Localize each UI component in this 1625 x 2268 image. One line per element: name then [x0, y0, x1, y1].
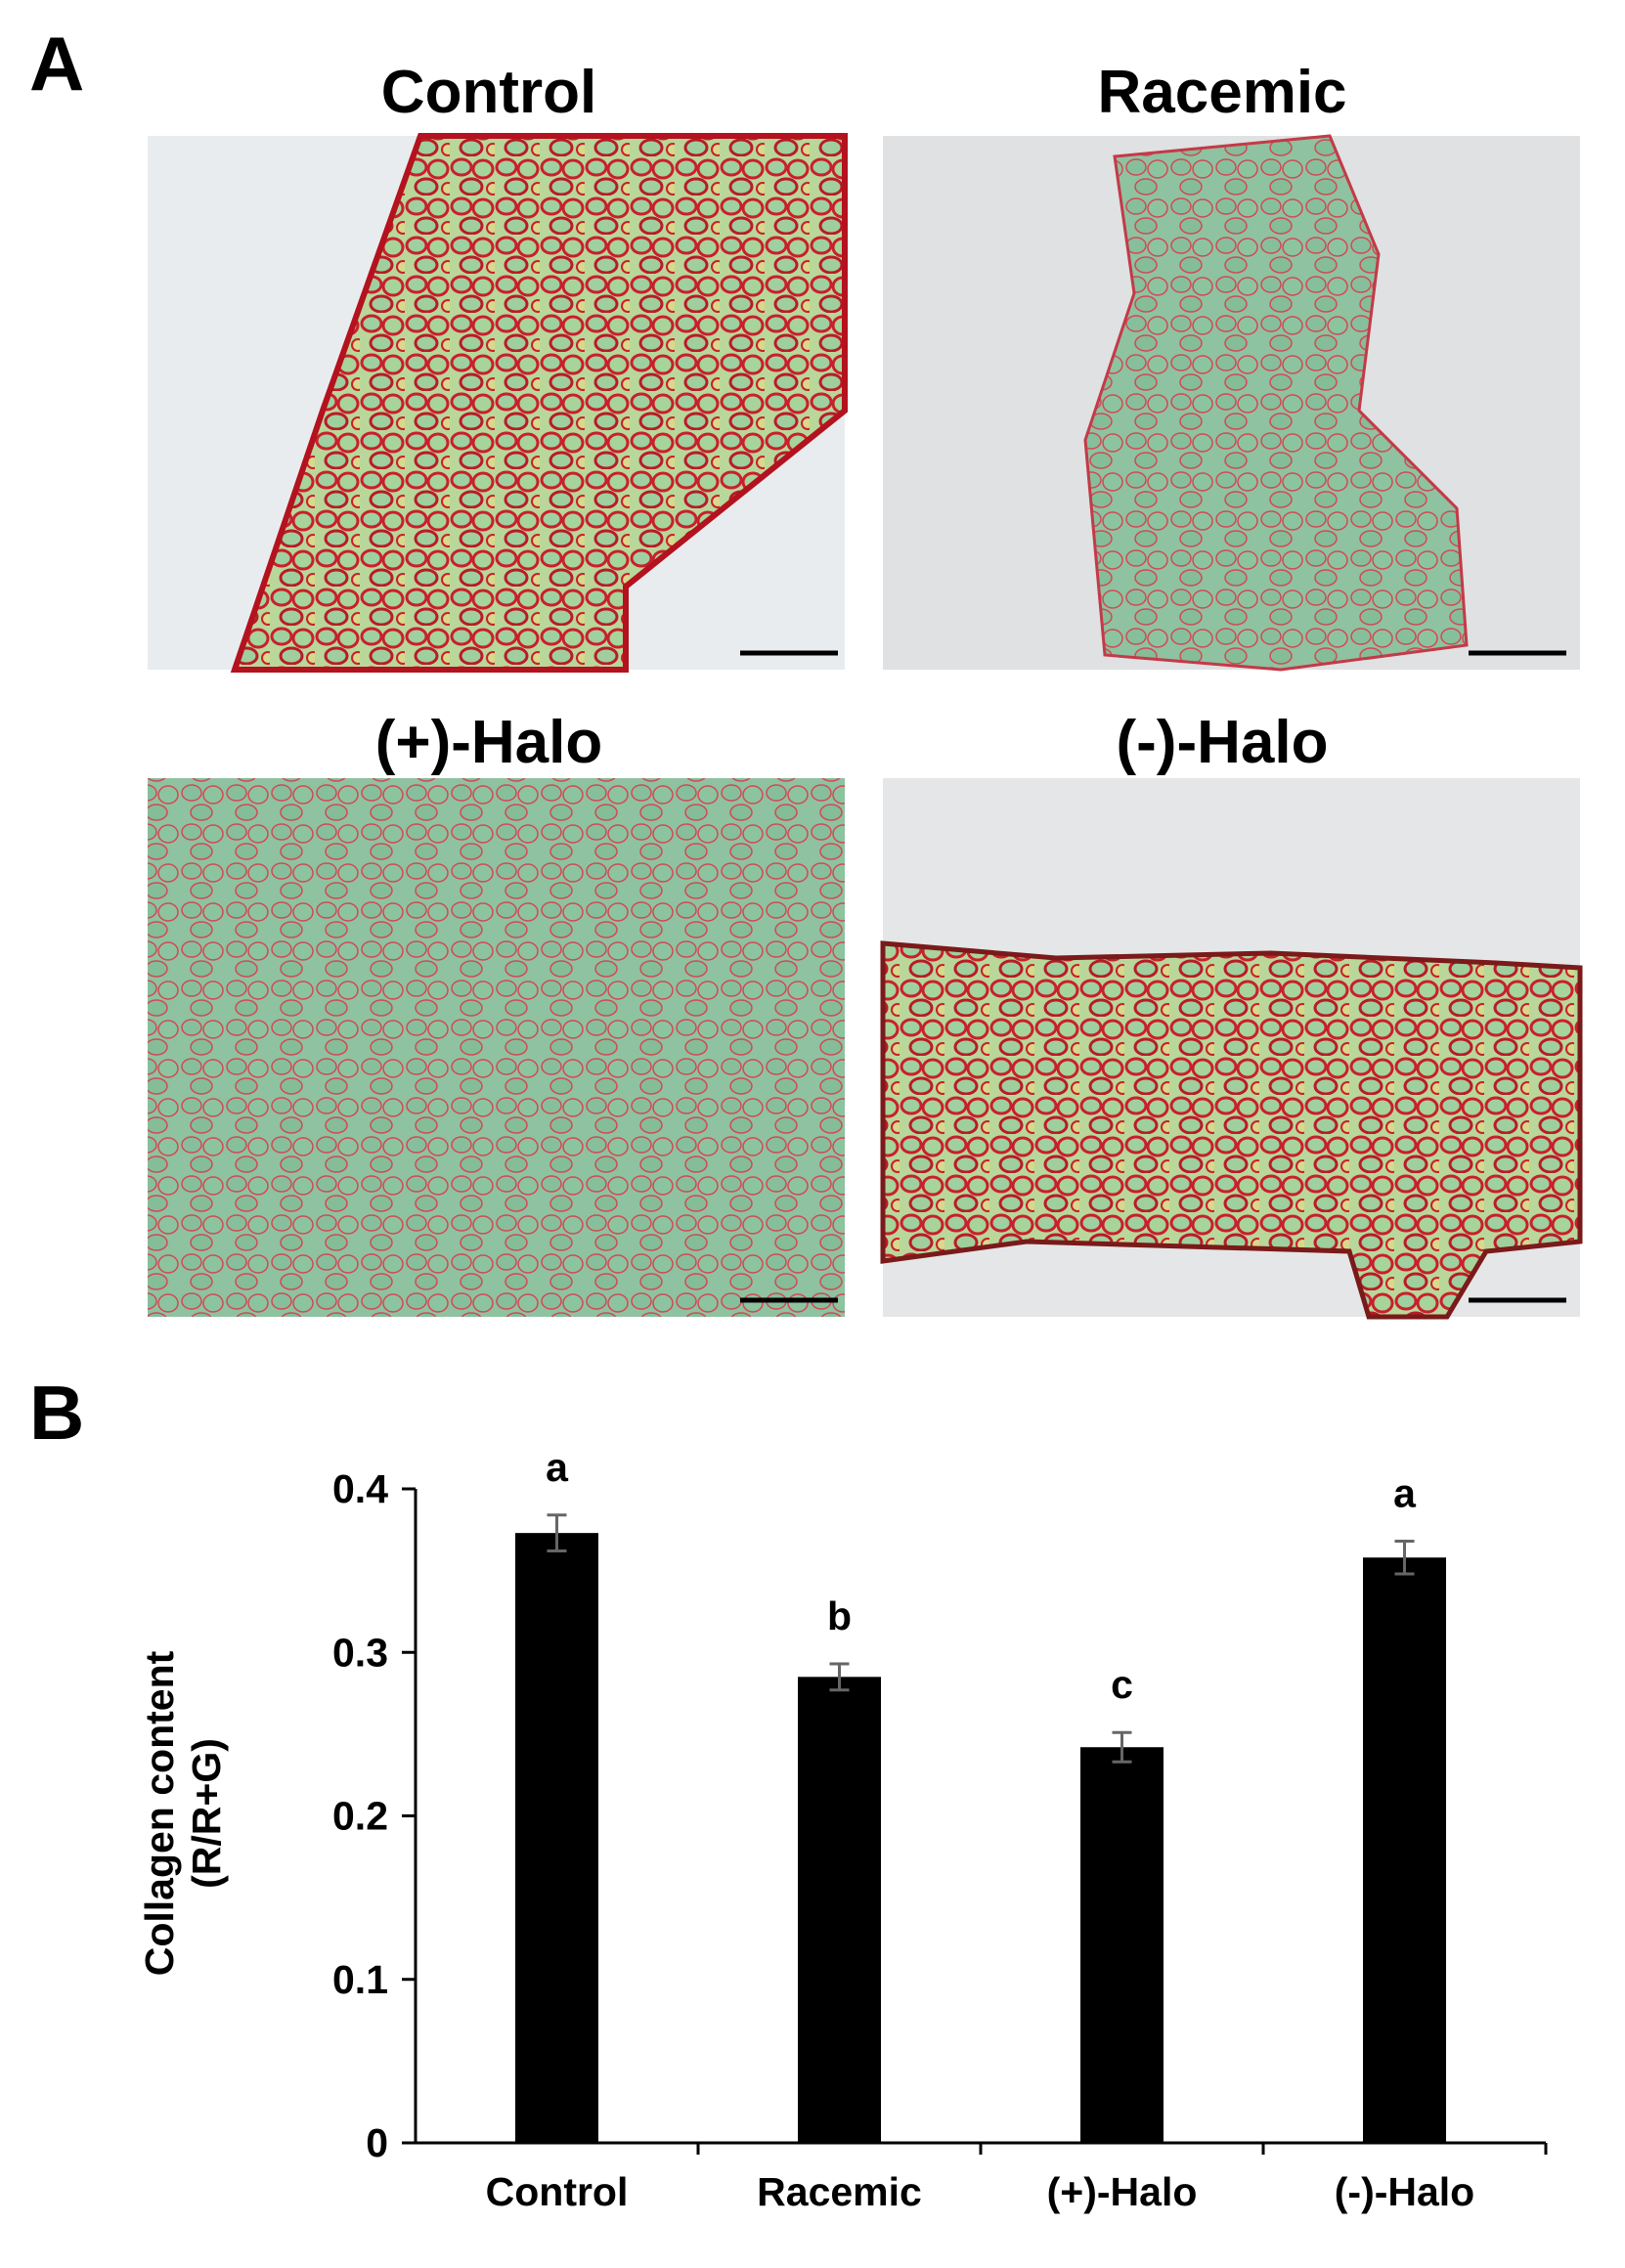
- y-axis-title-line: Collagen content: [137, 1650, 182, 1976]
- bar: [1363, 1557, 1446, 2143]
- significance-letter: b: [827, 1593, 852, 1638]
- micrograph: [148, 133, 848, 673]
- y-tick-label: 0: [366, 2120, 388, 2165]
- micrograph: [883, 134, 1580, 672]
- y-axis-title: Collagen content (R/R+G): [137, 1650, 229, 1976]
- bar: [515, 1533, 598, 2143]
- y-tick-label: 0.4: [332, 1466, 388, 1511]
- panel-label: B: [29, 1370, 84, 1456]
- x-tick-label: Racemic: [757, 2169, 922, 2214]
- panel-label: A: [29, 21, 84, 107]
- bar-chart: B Collagen content (R/R+G) 0 0.1 0.2 0.3 0.4…: [29, 1370, 1548, 2214]
- significance-letter: a: [546, 1445, 569, 1490]
- image-title: (-)-Halo: [1117, 709, 1329, 776]
- x-tick-label: Control: [486, 2169, 629, 2214]
- y-tick-label: 0.2: [332, 1794, 388, 1839]
- significance-letter: a: [1393, 1471, 1417, 1516]
- micrograph: [880, 778, 1583, 1320]
- micrograph: [148, 778, 845, 1317]
- image-title: (+)-Halo: [375, 709, 603, 776]
- y-tick-label: 0.1: [332, 1957, 388, 2002]
- image-title: Racemic: [1097, 59, 1346, 126]
- x-tick-label: (+)-Halo: [1047, 2169, 1198, 2214]
- significance-letter: c: [1111, 1662, 1133, 1707]
- image-title: Control: [381, 59, 596, 126]
- bar: [1080, 1747, 1164, 2143]
- bar: [798, 1677, 881, 2143]
- x-tick-label: (-)-Halo: [1335, 2169, 1474, 2214]
- y-axis-title-line: (R/R+G): [184, 1738, 229, 1889]
- y-tick-label: 0.3: [332, 1630, 388, 1675]
